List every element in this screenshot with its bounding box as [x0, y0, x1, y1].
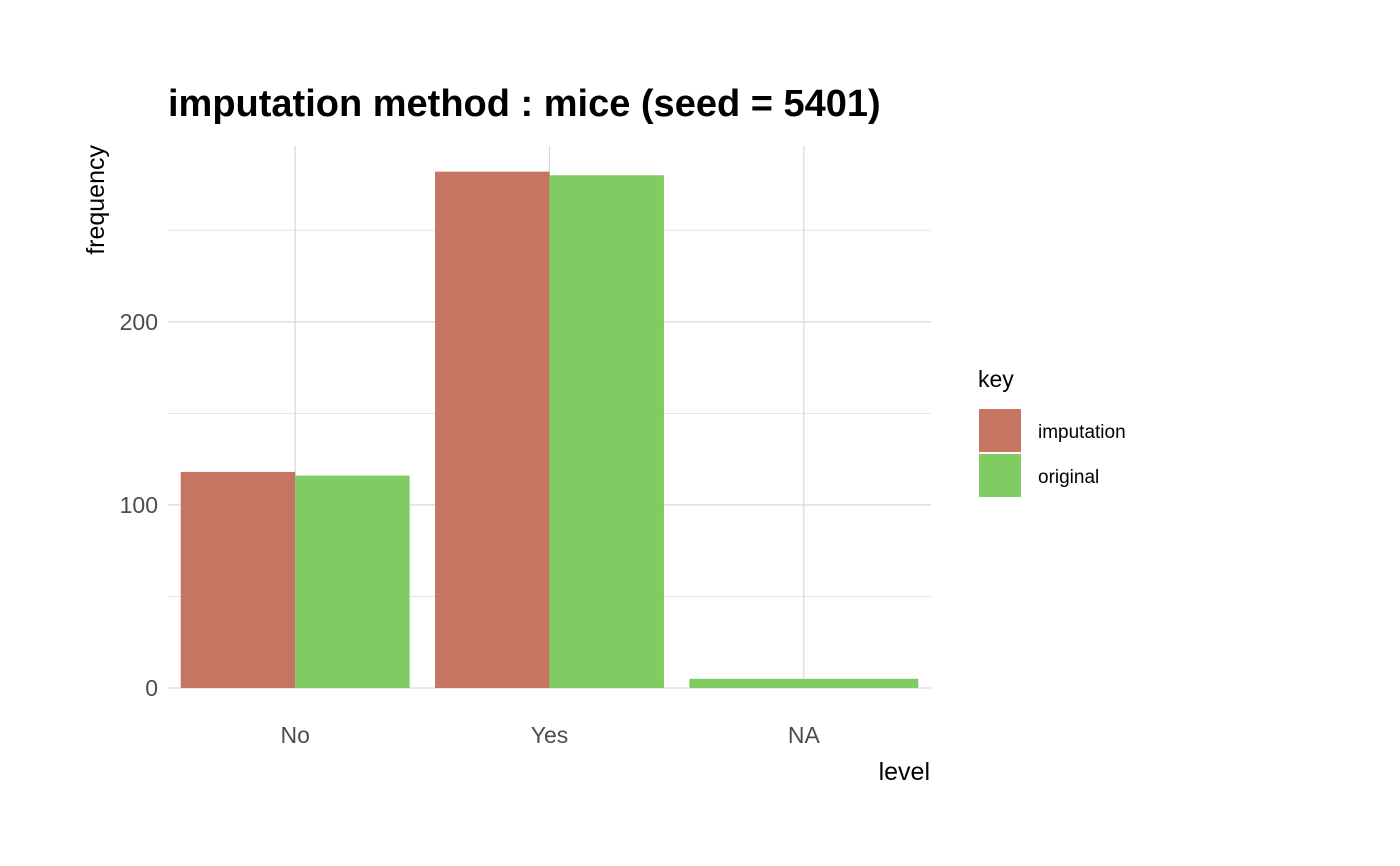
bar-imputation-yes — [435, 171, 550, 688]
bar-original-yes — [549, 175, 664, 688]
chart-title: imputation method : mice (seed = 5401) — [168, 83, 881, 125]
y-tick-label: 100 — [120, 492, 158, 518]
y-axis-title: frequency — [82, 145, 110, 255]
bar-imputation-no — [180, 471, 296, 688]
x-tick-label: Yes — [531, 722, 569, 748]
legend-swatch-imputation — [979, 409, 1021, 452]
y-tick-label: 200 — [120, 309, 158, 335]
x-axis-title: level — [879, 758, 930, 786]
bar-original-na — [689, 678, 919, 688]
legend: key imputation original — [978, 366, 1126, 497]
legend-label-original: original — [1038, 467, 1099, 488]
y-tick-label: 0 — [145, 675, 158, 701]
bar-original-no — [295, 475, 410, 688]
x-tick-label: NA — [788, 722, 821, 748]
bars — [180, 171, 919, 688]
legend-items: imputation original — [979, 409, 1126, 497]
legend-swatch-original — [979, 454, 1021, 497]
legend-label-imputation: imputation — [1038, 422, 1126, 443]
legend-title: key — [978, 366, 1014, 392]
y-axis-tick-labels: 0 100 200 — [120, 309, 158, 701]
x-tick-label: No — [280, 722, 309, 748]
x-axis-tick-labels: No Yes NA — [280, 722, 820, 748]
